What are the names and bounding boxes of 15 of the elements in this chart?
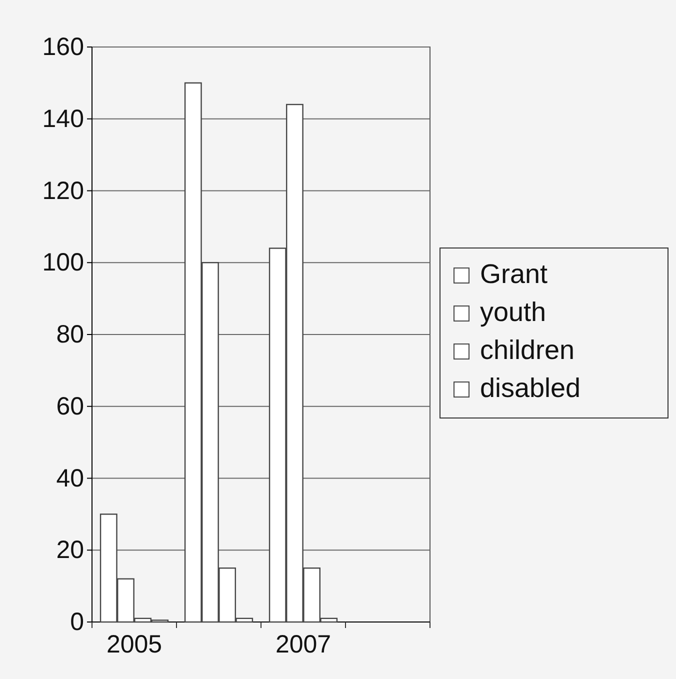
y-tick-label: 100 (42, 248, 84, 277)
y-tick-label: 0 (70, 608, 84, 636)
y-tick-label: 120 (42, 176, 84, 205)
y-tick-label: 160 (42, 33, 84, 61)
x-tick-label: 2007 (275, 630, 332, 658)
legend-label: Grant (480, 259, 548, 289)
y-tick-label: 80 (56, 320, 84, 348)
legend-label: disabled (480, 373, 581, 403)
y-tick-label: 60 (56, 392, 84, 420)
y-tick-label: 140 (42, 104, 84, 133)
legend-label: youth (480, 297, 546, 327)
y-tick-label: 40 (56, 464, 84, 492)
x-tick-label: 2005 (106, 630, 162, 658)
legend-label: children (480, 335, 575, 365)
y-tick-label: 20 (56, 536, 84, 564)
